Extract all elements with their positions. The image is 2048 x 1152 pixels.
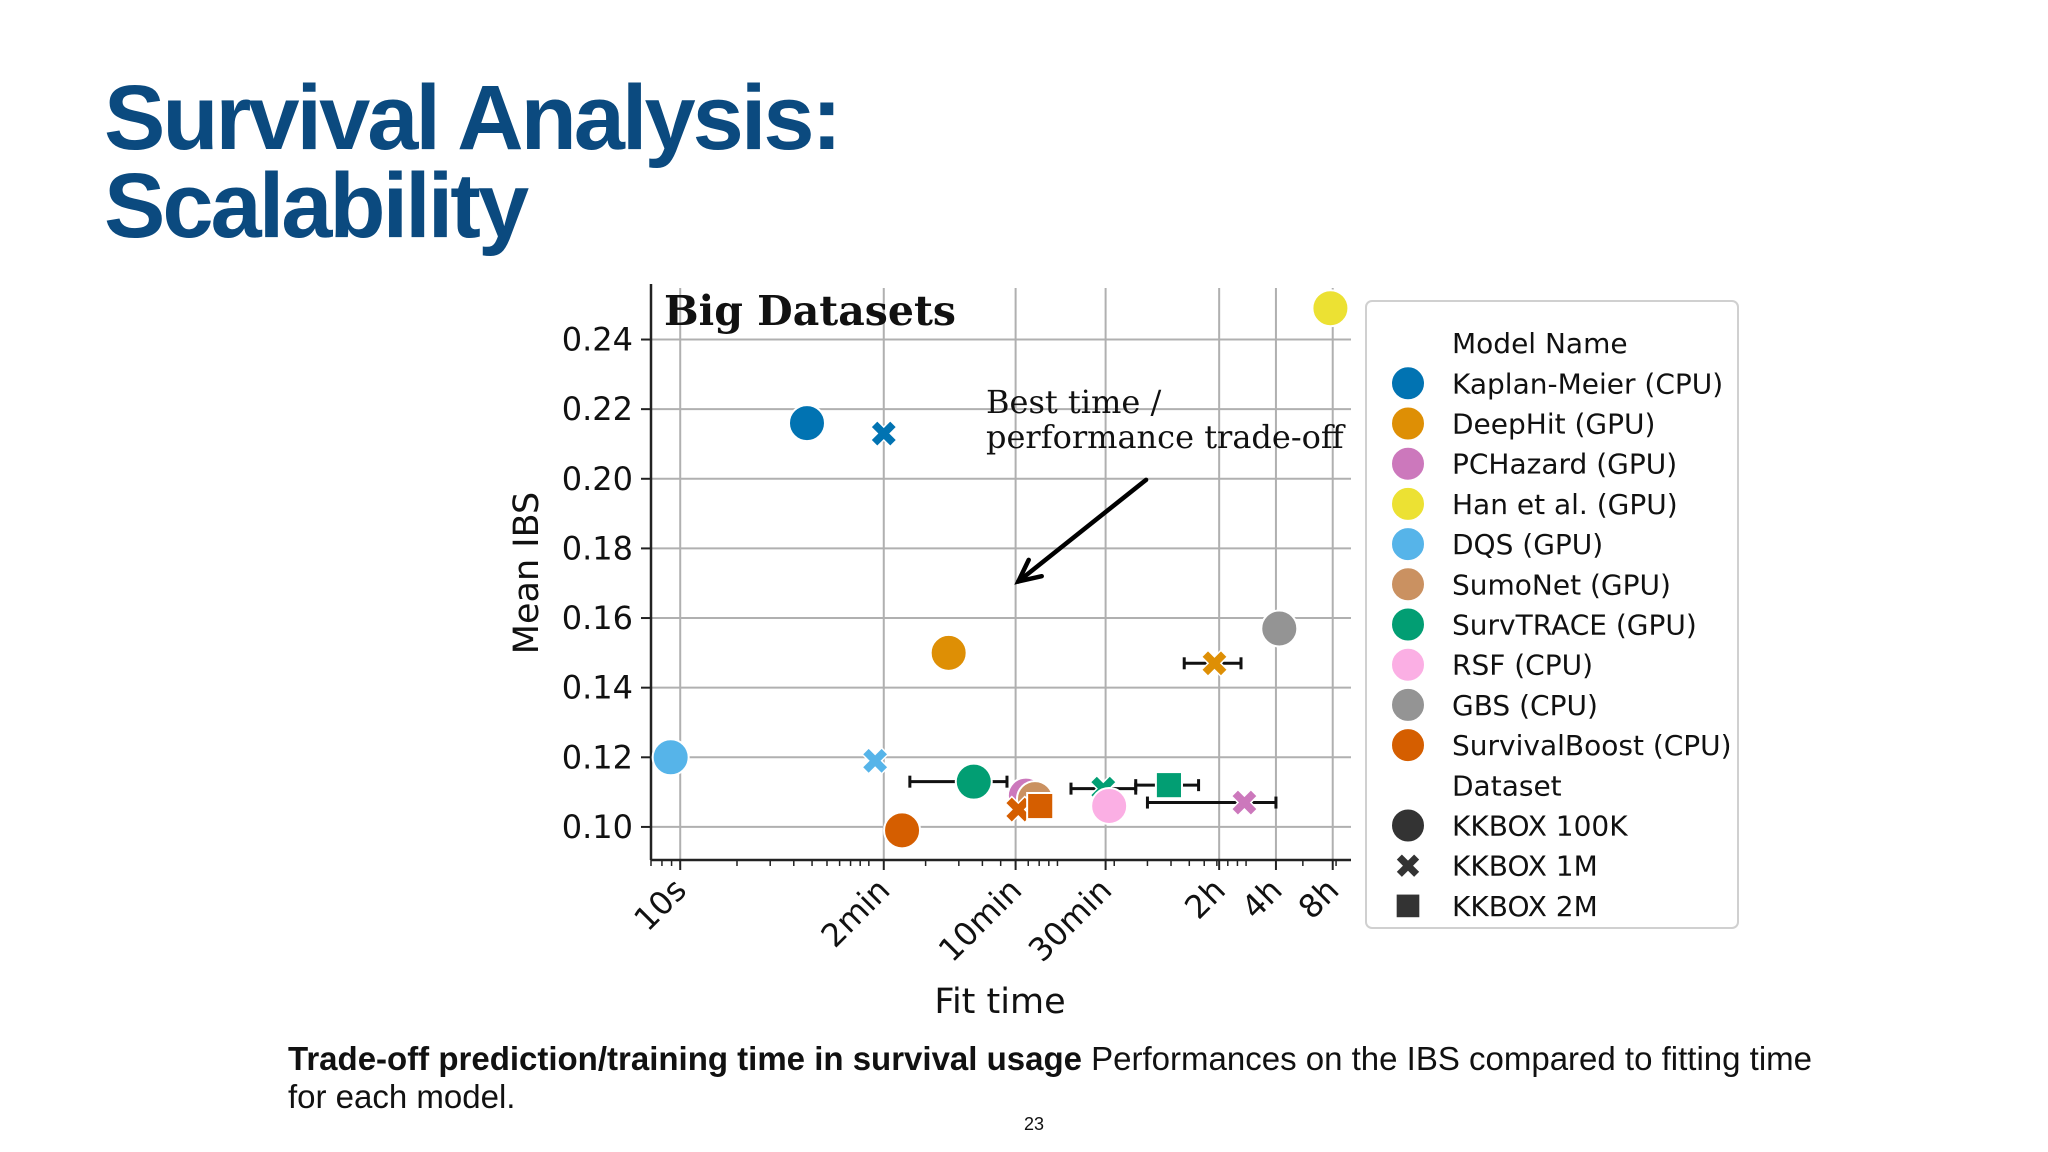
legend-item-deephit-gpu: DeepHit (GPU) <box>1452 408 1655 441</box>
annotation-line-2: performance trade-off <box>986 418 1346 456</box>
point-survtrace-gpu-kkbox-100k <box>954 762 993 801</box>
point-survtrace-gpu-kkbox-2m <box>1154 771 1183 800</box>
point-deephit-gpu-kkbox-100k <box>929 633 968 672</box>
legend-item-rsf-cpu: RSF (CPU) <box>1452 649 1593 682</box>
x-tick-label: 10s <box>626 871 693 938</box>
y-tick-label: 0.14 <box>562 669 633 707</box>
legend-marker-rsf-cpu <box>1390 646 1426 683</box>
legend-item-sumonet-gpu: SumoNet (GPU) <box>1452 568 1671 601</box>
legend-item-pchazard-gpu: PCHazard (GPU) <box>1452 448 1677 481</box>
legend-marker-survtrace-gpu <box>1390 606 1426 643</box>
legend-item-kkbox-100k: KKBOX 100K <box>1452 810 1628 843</box>
legend-marker-gbs-cpu <box>1390 686 1426 723</box>
legend-marker-pchazard-gpu <box>1390 445 1426 482</box>
legend-item-kaplan-meier-cpu: Kaplan-Meier (CPU) <box>1452 367 1723 400</box>
point-survivalboost-cpu-kkbox-2m <box>1026 791 1055 821</box>
annotation-line-1: Best time / <box>986 383 1161 421</box>
y-tick-label: 0.16 <box>562 599 633 637</box>
arrow-shaft <box>1016 477 1149 584</box>
legend-item-han-et-al-gpu: Han et al. (GPU) <box>1452 488 1678 521</box>
x-tick-label: 30min <box>1021 871 1119 969</box>
legend-marker-dqs-gpu <box>1390 526 1426 563</box>
caption-bold: Trade-off prediction/training time in su… <box>288 1040 1082 1077</box>
legend-item-survtrace-gpu: SurvTRACE (GPU) <box>1452 609 1697 642</box>
legend-item-kkbox-2m: KKBOX 2M <box>1452 890 1598 923</box>
point-dqs-gpu-kkbox-100k <box>651 738 690 777</box>
point-kaplan-meier-cpu-kkbox-1m <box>869 419 898 448</box>
point-rsf-cpu-kkbox-100k <box>1090 787 1129 826</box>
y-tick-label: 0.12 <box>562 738 633 776</box>
trade-off-annotation: Best time / performance trade-off <box>986 383 1346 585</box>
y-tick-label: 0.18 <box>562 529 633 567</box>
legend-marker-sumonet-gpu <box>1390 566 1426 603</box>
data-points <box>651 289 1350 850</box>
point-gbs-cpu-kkbox-100k <box>1260 609 1299 648</box>
figure-caption: Trade-off prediction/training time in su… <box>288 1040 1848 1116</box>
y-tick-label: 0.10 <box>562 808 633 846</box>
y-tick-label: 0.20 <box>562 460 633 498</box>
legend-marker-kkbox-100k <box>1390 807 1426 844</box>
legend-marker-kaplan-meier-cpu <box>1390 365 1426 402</box>
point-kaplan-meier-cpu-kkbox-100k <box>787 404 826 443</box>
slide-title-line-2: Scalability <box>104 155 529 257</box>
legend-marker-kkbox-2m <box>1394 892 1422 920</box>
chart-title: Big Datasets <box>664 287 956 335</box>
legend-box <box>1365 300 1739 929</box>
legend-item-gbs-cpu: GBS (CPU) <box>1452 689 1598 722</box>
x-tick-label: 2h <box>1177 871 1233 927</box>
legend-item-kkbox-1m: KKBOX 1M <box>1452 850 1598 883</box>
point-dqs-gpu-kkbox-1m <box>861 746 890 775</box>
point-han-et-al-gpu-kkbox-100k <box>1311 289 1350 328</box>
page-number: 23 <box>1023 1114 1045 1134</box>
slide-title: Survival Analysis: Scalability <box>104 67 842 257</box>
x-axis-label: Fit time <box>934 982 1065 1022</box>
x-tick-label: 4h <box>1234 871 1290 927</box>
legend: Model Name Kaplan-Meier (CPU) DeepHit (GPU… <box>1365 300 1739 929</box>
arrow-head <box>1014 557 1044 585</box>
x-tick-label: 10min <box>931 871 1029 969</box>
legend-title-models: Model Name <box>1452 327 1628 360</box>
annotation-arrow <box>1014 477 1149 585</box>
grid-lines <box>651 288 1351 860</box>
point-pchazard-gpu-kkbox-1m <box>1230 788 1259 817</box>
legend-item-survivalboost-cpu: SurvivalBoost (CPU) <box>1452 729 1732 762</box>
legend-marker-han-et-al-gpu <box>1390 485 1426 522</box>
x-tick-label: 2min <box>813 871 897 955</box>
point-deephit-gpu-kkbox-1m <box>1200 649 1229 678</box>
legend-item-dqs-gpu: DQS (GPU) <box>1452 528 1603 561</box>
y-tick-label: 0.22 <box>562 390 633 428</box>
legend-marker-kkbox-1m <box>1394 852 1422 880</box>
point-survivalboost-cpu-kkbox-100k <box>883 811 922 850</box>
slide-title-line-1: Survival Analysis: <box>104 67 842 169</box>
legend-title-datasets: Dataset <box>1452 769 1562 802</box>
legend-marker-survivalboost-cpu <box>1390 727 1426 764</box>
y-tick-label: 0.24 <box>562 321 633 359</box>
caption-text: Performances on the IBS compared to fitt… <box>288 1040 1812 1115</box>
x-tick-label: 8h <box>1291 871 1347 927</box>
legend-marker-deephit-gpu <box>1390 405 1426 442</box>
y-axis-label: Mean IBS <box>507 492 547 654</box>
